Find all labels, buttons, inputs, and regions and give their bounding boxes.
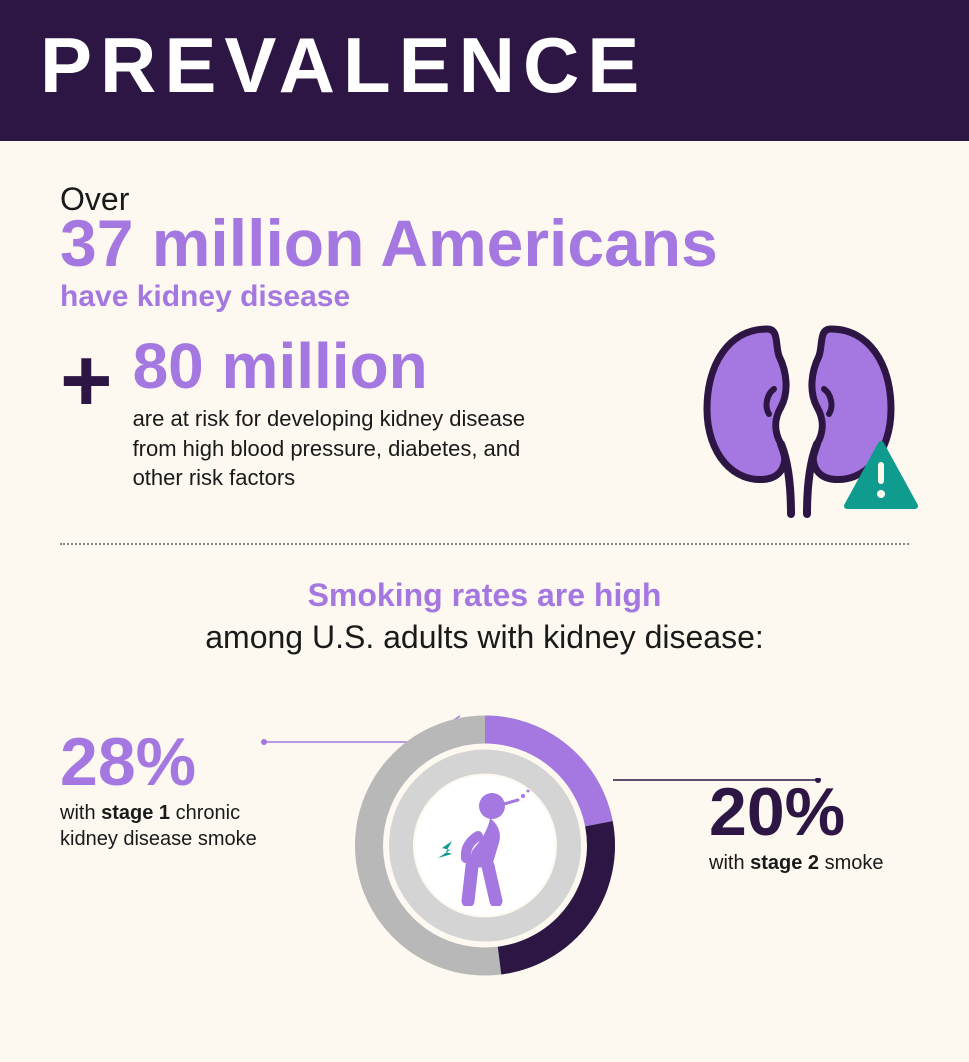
content-area: Over 37 million Americans have kidney di… xyxy=(0,141,969,1008)
kidney-icon xyxy=(689,314,919,529)
person-back-pain-icon xyxy=(430,786,540,911)
stage1-desc: with stage 1 chronic kidney disease smok… xyxy=(60,800,300,852)
stat2-row: + 80 million are at risk for developing … xyxy=(60,334,909,493)
donut-section: 28% with stage 1 chronic kidney disease … xyxy=(60,688,909,1008)
stat1-headline: 37 million Americans xyxy=(60,210,909,276)
section-divider xyxy=(60,543,909,545)
stage1-stat: 28% with stage 1 chronic kidney disease … xyxy=(60,728,300,852)
smoking-heading: Smoking rates are high among U.S. adults… xyxy=(60,575,909,658)
page-title: PREVALENCE xyxy=(40,20,929,111)
stat2-desc: are at risk for developing kidney diseas… xyxy=(133,404,553,493)
header-banner: PREVALENCE xyxy=(0,0,969,141)
stage1-pct: 28% xyxy=(60,728,300,796)
smoking-line2: among U.S. adults with kidney disease: xyxy=(205,619,764,655)
donut-chart xyxy=(345,706,625,991)
stage2-stat: 20% with stage 2 smoke xyxy=(709,778,909,876)
smoking-line1: Smoking rates are high xyxy=(308,577,662,613)
stage2-pct: 20% xyxy=(709,778,909,846)
stat1-sub: have kidney disease xyxy=(60,280,909,314)
plus-icon: + xyxy=(60,350,113,413)
stage2-desc: with stage 2 smoke xyxy=(709,850,909,876)
